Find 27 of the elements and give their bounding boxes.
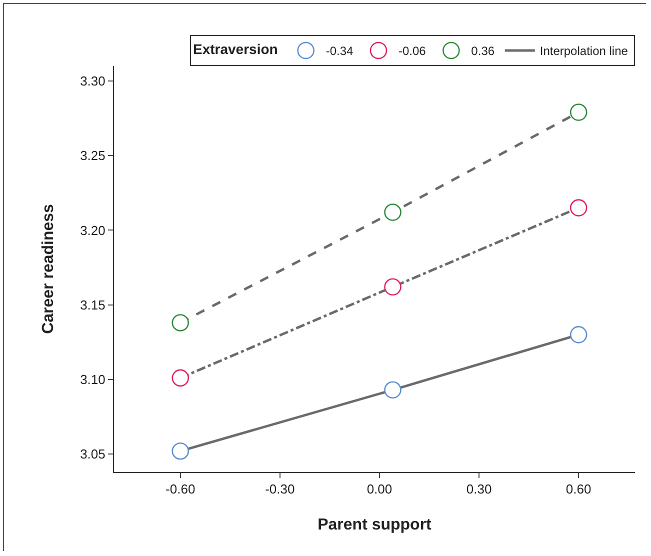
point <box>384 381 402 399</box>
y-axis-title: Career readiness <box>40 204 57 334</box>
y-tick-label: 3.25 <box>80 148 106 164</box>
x-tick-label: 0.60 <box>566 482 592 497</box>
y-tick-label: 3.20 <box>80 222 106 238</box>
x-tick-label: 0.30 <box>466 482 492 497</box>
legend-label: -0.34 <box>326 44 354 58</box>
y-tick-label: 3.05 <box>80 446 106 462</box>
y-tick-label: 3.30 <box>80 73 106 88</box>
point <box>570 199 588 216</box>
y-tick-label: 3.10 <box>80 372 106 388</box>
legend-label: 0.36 <box>471 44 495 58</box>
x-tick-label: -0.30 <box>265 482 295 497</box>
point <box>384 204 402 221</box>
point <box>172 369 190 387</box>
legend-label: Interpolation line <box>540 44 628 58</box>
legend-title: Extraversion <box>193 41 278 58</box>
point <box>384 278 402 296</box>
legend-label: -0.06 <box>398 44 426 58</box>
y-tick-label: 3.15 <box>80 297 106 312</box>
x-tick-label: 0.00 <box>366 482 392 497</box>
point <box>172 314 190 332</box>
x-tick-label: -0.60 <box>166 482 196 497</box>
point <box>570 326 588 344</box>
point <box>570 104 588 121</box>
point <box>172 442 190 460</box>
x-axis-title: Parent support <box>318 516 432 534</box>
